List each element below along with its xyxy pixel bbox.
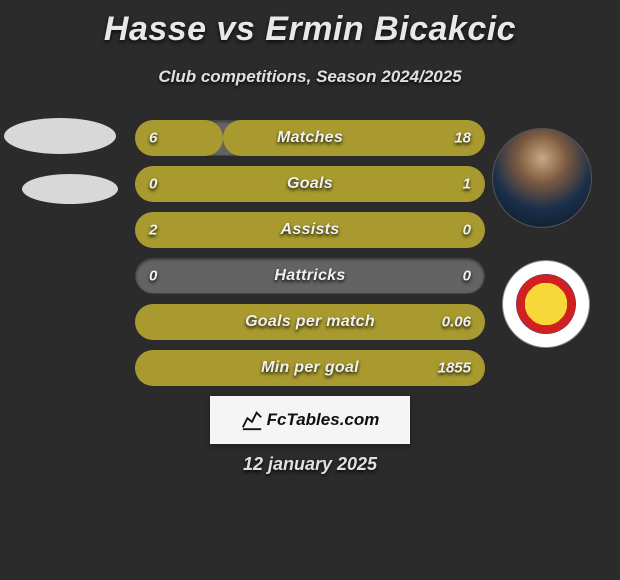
bar-value-left: 0 [149,176,157,193]
page-subtitle: Club competitions, Season 2024/2025 [0,67,620,87]
bar-label: Goals per match [245,313,375,331]
bar-label: Matches [277,129,343,147]
fctables-label: FcTables.com [267,410,380,430]
club-left-crest [22,174,118,204]
bar-value-left: 0 [149,268,157,285]
bar-row-min-per-goal: Min per goal 1855 [135,350,485,386]
page-title: Hasse vs Ermin Bicakcic [0,0,620,49]
bar-value-right: 1855 [438,360,471,377]
bar-label: Goals [287,175,333,193]
comparison-bars: 6 Matches 18 0 Goals 1 2 Assists 0 0 Hat… [135,120,485,396]
bar-label: Assists [280,221,339,239]
bar-row-hattricks: 0 Hattricks 0 [135,258,485,294]
fctables-badge: FcTables.com [210,396,410,444]
bar-value-right: 0 [463,222,471,239]
bar-fill-right [223,120,486,156]
bar-row-matches: 6 Matches 18 [135,120,485,156]
bar-row-goals: 0 Goals 1 [135,166,485,202]
bar-value-right: 0.06 [442,314,471,331]
bar-row-assists: 2 Assists 0 [135,212,485,248]
chart-icon [241,409,263,431]
bar-label: Hattricks [274,267,345,285]
club-right-crest [502,260,590,348]
bar-value-left: 6 [149,130,157,147]
bar-value-right: 18 [454,130,471,147]
bar-value-left: 2 [149,222,157,239]
bar-row-goals-per-match: Goals per match 0.06 [135,304,485,340]
crest-graphic [516,274,576,334]
bar-label: Min per goal [261,359,359,377]
player-left-avatar [4,118,116,154]
bar-value-right: 0 [463,268,471,285]
player-right-avatar [492,128,592,228]
bar-value-right: 1 [463,176,471,193]
date-label: 12 january 2025 [243,454,377,475]
